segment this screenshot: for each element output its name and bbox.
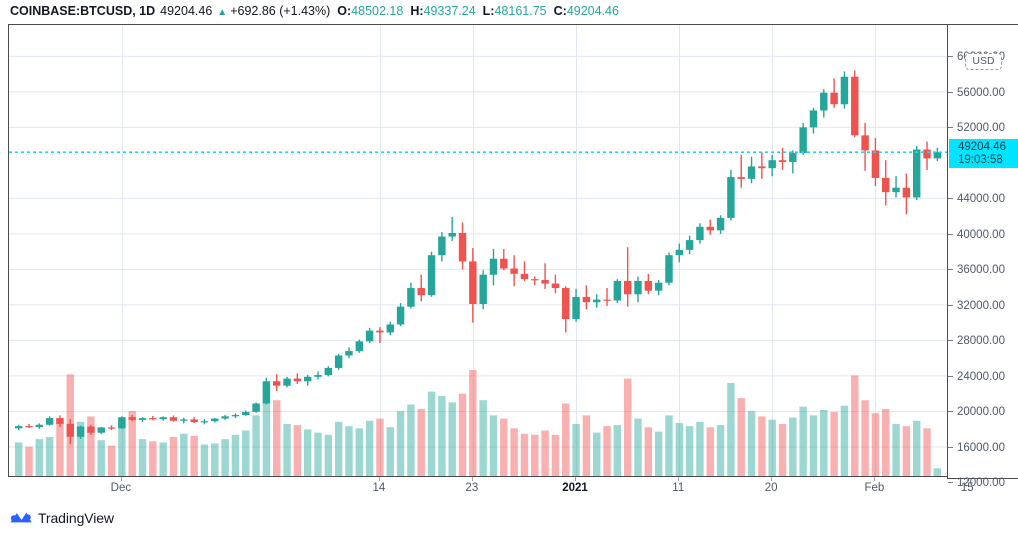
price-tick-label: 56000.00 <box>957 86 1005 99</box>
tick-mark <box>948 198 953 200</box>
price-tick-label: 36000.00 <box>957 264 1005 277</box>
high-value: 49337.24 <box>423 4 476 18</box>
tick-mark <box>948 127 953 129</box>
tradingview-wordmark: TradingView <box>38 510 114 526</box>
tick-mark <box>948 269 953 271</box>
price-up-triangle-icon: ▲ <box>217 7 228 18</box>
currency-badge[interactable]: USD <box>965 53 1002 70</box>
price-tick: 28000.00 <box>948 334 1018 348</box>
price-change: +692.86 (+1.43%) <box>230 4 331 18</box>
time-tick-label: 2021 <box>562 482 588 494</box>
tradingview-branding[interactable]: TradingView <box>10 508 114 528</box>
price-tick: 40000.00 <box>948 228 1018 242</box>
price-tick-label: 44000.00 <box>957 193 1005 206</box>
price-scale[interactable]: 60000.0056000.0052000.0044000.0040000.00… <box>947 24 1018 489</box>
chart-frame: 60000.0056000.0052000.0044000.0040000.00… <box>8 24 1018 489</box>
time-tick-mark <box>874 477 875 481</box>
tick-mark <box>948 411 953 413</box>
time-tick-mark <box>967 477 968 481</box>
tick-mark <box>948 91 953 93</box>
price-tick: 16000.00 <box>948 441 1018 455</box>
last-price: 49204.46 <box>160 4 213 18</box>
time-tick-label: Feb <box>864 482 885 494</box>
time-tick-mark <box>771 477 772 481</box>
close-value: 49204.46 <box>566 4 619 18</box>
price-tick-label: 32000.00 <box>957 299 1005 312</box>
time-tick-mark <box>379 477 380 481</box>
price-tick: 32000.00 <box>948 299 1018 313</box>
tick-mark <box>948 340 953 342</box>
price-tick-label: 20000.00 <box>957 406 1005 419</box>
chart-plot-area[interactable] <box>9 25 947 476</box>
time-tick-label: 14 <box>372 482 386 494</box>
price-tick: 56000.00 <box>948 86 1018 100</box>
chart-legend: COINBASE:BTCUSD, 1D 49204.46 ▲ +692.86 (+1.… <box>10 3 619 19</box>
price-tick: 52000.00 <box>948 121 1018 135</box>
high-key: H: <box>410 4 424 18</box>
price-tick-label: 40000.00 <box>957 228 1005 241</box>
time-tick-label: 11 <box>672 482 685 494</box>
price-tick-label: 28000.00 <box>957 335 1005 348</box>
price-tick: 12000.00 <box>948 476 1018 490</box>
price-tick-label: 52000.00 <box>957 122 1005 135</box>
time-tick-mark <box>472 477 473 481</box>
price-tick: 20000.00 <box>948 405 1018 419</box>
time-tick-label: 20 <box>764 482 778 494</box>
close-key: C: <box>553 4 567 18</box>
tick-mark <box>948 482 953 484</box>
price-tick: 36000.00 <box>948 263 1018 277</box>
time-tick-label: Dec <box>110 482 132 494</box>
tick-mark <box>948 304 953 306</box>
price-tick: 44000.00 <box>948 192 1018 206</box>
time-tick-mark <box>575 477 576 481</box>
countdown-timer: 19:03:58 <box>958 154 1003 167</box>
tradingview-logo-icon <box>10 512 32 523</box>
volume-series <box>14 370 942 476</box>
current-price-value: 49204.46 <box>958 141 1006 154</box>
time-tick-mark <box>678 477 679 481</box>
tick-mark <box>948 375 953 377</box>
low-key: L: <box>482 4 495 18</box>
grid-lines <box>9 55 947 448</box>
low-value: 48161.75 <box>494 4 547 18</box>
price-tick-label: 24000.00 <box>957 370 1005 383</box>
time-tick-label: 23 <box>465 482 479 494</box>
tick-mark <box>948 446 953 448</box>
price-tick-label: 12000.00 <box>957 477 1005 490</box>
open-value: 48502.18 <box>351 4 404 18</box>
time-scale[interactable]: Dec142320211120Feb15Mar <box>8 477 1010 503</box>
open-key: O: <box>337 4 352 18</box>
candlestick-series <box>14 70 942 445</box>
time-tick-label: 15 <box>960 482 974 494</box>
time-tick-mark <box>121 477 122 481</box>
price-tick-label: 16000.00 <box>957 441 1005 454</box>
current-price-badge: 49204.46 19:03:58 <box>949 139 1018 169</box>
tick-mark <box>948 56 953 58</box>
symbol-label[interactable]: COINBASE:BTCUSD, 1D <box>10 4 156 18</box>
price-tick: 24000.00 <box>948 370 1018 384</box>
tick-mark <box>948 233 953 235</box>
